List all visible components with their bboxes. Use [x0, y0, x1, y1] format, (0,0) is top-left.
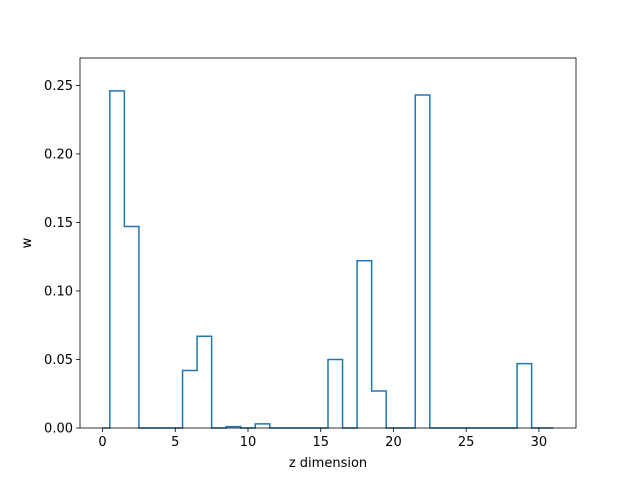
x-axis-label: z dimension [289, 456, 367, 471]
x-tick-label: 30 [531, 435, 548, 450]
y-tick-label: 0.25 [44, 79, 73, 94]
plot-frame [79, 57, 577, 429]
y-tick-label: 0.10 [44, 284, 73, 299]
y-tick-label: 0.15 [44, 216, 73, 231]
y-tick-label: 0.20 [44, 147, 73, 162]
x-tick-label: 10 [240, 435, 257, 450]
x-tick-label: 25 [458, 435, 475, 450]
y-tick-label: 0.05 [44, 353, 73, 368]
y-axis-label: w [20, 237, 35, 248]
x-tick-label: 0 [98, 435, 106, 450]
x-tick-label: 15 [312, 435, 329, 450]
x-axis-ticks: 0 5 10 15 20 25 30 [98, 428, 547, 450]
y-axis-ticks: 0.00 0.05 0.10 0.15 0.20 0.25 [44, 79, 80, 437]
x-tick-label: 20 [385, 435, 402, 450]
y-tick-label: 0.00 [44, 422, 73, 437]
x-tick-label: 5 [171, 435, 179, 450]
